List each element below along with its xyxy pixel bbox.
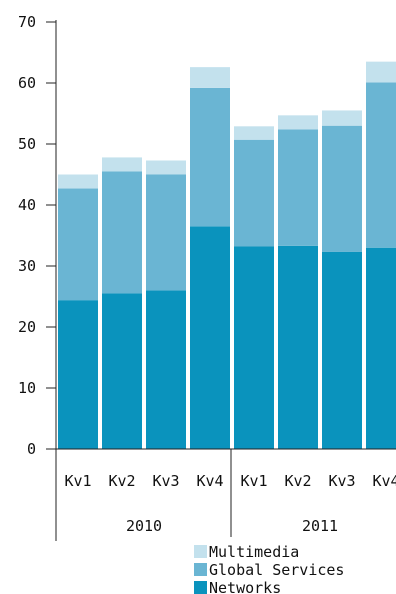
bar-segment-multimedia bbox=[190, 67, 230, 88]
bar-segment-global-services bbox=[58, 188, 98, 301]
bar-segment-networks bbox=[322, 251, 362, 449]
bar-segment-global-services bbox=[322, 125, 362, 252]
bar-segment-networks bbox=[58, 300, 98, 449]
year-label: 2010 bbox=[126, 517, 162, 535]
category-label: Kv2 bbox=[108, 472, 135, 490]
category-label: Kv1 bbox=[240, 472, 267, 490]
bar-segment-multimedia bbox=[322, 110, 362, 126]
bar-segment-networks bbox=[278, 245, 318, 449]
category-labels-layer: Kv1 Kv2 Kv3 Kv4 Kv1 Kv2 Kv3 Kv4 2010 2011 bbox=[64, 472, 396, 535]
y-tick-label: 20 bbox=[18, 318, 36, 336]
bar-segment-multimedia bbox=[146, 160, 186, 175]
bar-segment-multimedia bbox=[278, 115, 318, 130]
bar-segment-global-services bbox=[102, 171, 142, 294]
bar-segment-networks bbox=[366, 247, 396, 449]
category-label: Kv4 bbox=[196, 472, 223, 490]
category-label: Kv3 bbox=[152, 472, 179, 490]
bar-segment-networks bbox=[190, 226, 230, 449]
y-tick-label: 30 bbox=[18, 257, 36, 275]
bar-segment-global-services bbox=[146, 174, 186, 291]
bar-segment-global-services bbox=[190, 87, 230, 227]
legend-label-multimedia: Multimedia bbox=[209, 543, 299, 561]
y-tick-label: 60 bbox=[18, 74, 36, 92]
bar-segment-global-services bbox=[278, 129, 318, 246]
bar-segment-global-services bbox=[366, 82, 396, 248]
category-label: Kv1 bbox=[64, 472, 91, 490]
y-tick-label: 0 bbox=[27, 440, 36, 458]
legend-swatch-multimedia bbox=[194, 545, 207, 558]
category-label: Kv2 bbox=[284, 472, 311, 490]
y-tick-label: 70 bbox=[18, 13, 36, 31]
bar-segment-multimedia bbox=[366, 61, 396, 83]
bar-segment-multimedia bbox=[58, 174, 98, 189]
axes-layer: 0 10 20 30 40 50 60 70 bbox=[18, 13, 396, 541]
bar-segment-global-services bbox=[234, 139, 274, 247]
y-tick-label: 40 bbox=[18, 196, 36, 214]
legend-swatch-global-services bbox=[194, 563, 207, 576]
year-label: 2011 bbox=[302, 517, 338, 535]
legend-swatch-networks bbox=[194, 581, 207, 594]
y-tick-label: 50 bbox=[18, 135, 36, 153]
y-tick-label: 10 bbox=[18, 379, 36, 397]
bar-segment-multimedia bbox=[234, 126, 274, 140]
bar-segment-networks bbox=[102, 293, 142, 449]
category-label: Kv3 bbox=[328, 472, 355, 490]
bar-segment-multimedia bbox=[102, 157, 142, 172]
legend-label-networks: Networks bbox=[209, 579, 281, 594]
bar-segment-networks bbox=[146, 290, 186, 449]
category-label: Kv4 bbox=[372, 472, 396, 490]
legend-label-global-services: Global Services bbox=[209, 561, 344, 579]
bar-segment-networks bbox=[234, 246, 274, 449]
bars-layer bbox=[58, 61, 396, 449]
